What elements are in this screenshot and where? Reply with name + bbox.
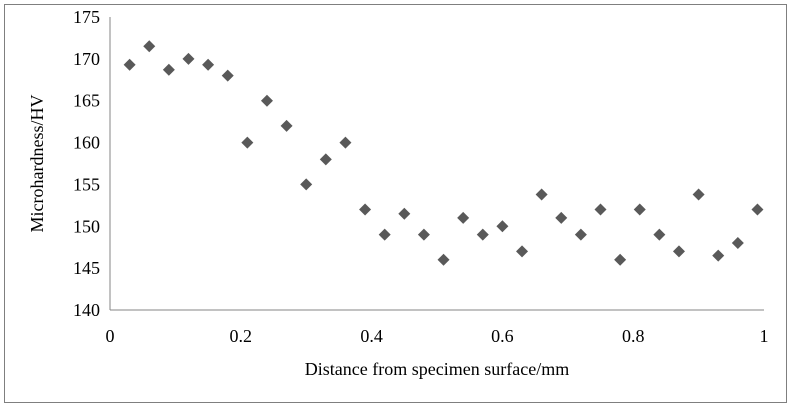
x-tick-label: 0.8 [622, 326, 645, 346]
data-point [202, 58, 215, 71]
data-point [574, 228, 587, 241]
chart-frame [4, 4, 787, 403]
y-tick-label: 165 [73, 91, 100, 111]
data-point [653, 228, 666, 241]
x-tick-label: 0.4 [360, 326, 383, 346]
data-point [672, 245, 685, 258]
data-point [398, 207, 411, 220]
data-point [496, 220, 509, 233]
data-point [594, 203, 607, 216]
data-point [280, 119, 293, 132]
y-tick-label: 140 [73, 300, 100, 320]
y-axis-title: Microhardness/HV [27, 95, 47, 233]
data-point [731, 237, 744, 250]
y-tick-label: 160 [73, 133, 100, 153]
data-point [378, 228, 391, 241]
y-tick-label: 145 [73, 258, 100, 278]
data-point [300, 178, 313, 191]
data-point [692, 188, 705, 201]
y-tick-label: 150 [73, 216, 100, 236]
data-point [751, 203, 764, 216]
data-point [633, 203, 646, 216]
y-tick-label: 175 [73, 7, 100, 27]
data-point [476, 228, 489, 241]
x-tick-label: 1 [760, 326, 769, 346]
x-tick-label: 0.6 [491, 326, 514, 346]
data-point [535, 188, 548, 201]
data-point [712, 249, 725, 262]
y-tick-labels: 140 145 150 155 160 165 170 175 [73, 7, 100, 320]
axes [109, 17, 764, 311]
y-tick-label: 170 [73, 49, 100, 69]
data-point [143, 40, 156, 53]
y-tick-label: 155 [73, 174, 100, 194]
data-point [457, 211, 470, 224]
data-point [123, 58, 136, 71]
x-tick-labels: 0 0.2 0.4 0.6 0.8 1 [106, 326, 769, 346]
data-point [417, 228, 430, 241]
data-point [241, 136, 254, 149]
data-point [516, 245, 529, 258]
x-axis-title: Distance from specimen surface/mm [305, 359, 569, 379]
x-tick-label: 0 [106, 326, 115, 346]
data-point [555, 211, 568, 224]
data-point [260, 94, 273, 107]
data-point [614, 253, 627, 266]
data-point [162, 63, 175, 76]
data-point [319, 153, 332, 166]
data-points [123, 40, 764, 266]
data-point [437, 253, 450, 266]
data-point [359, 203, 372, 216]
x-tick-label: 0.2 [230, 326, 253, 346]
data-point [182, 52, 195, 65]
data-point [221, 69, 234, 82]
data-point [339, 136, 352, 149]
